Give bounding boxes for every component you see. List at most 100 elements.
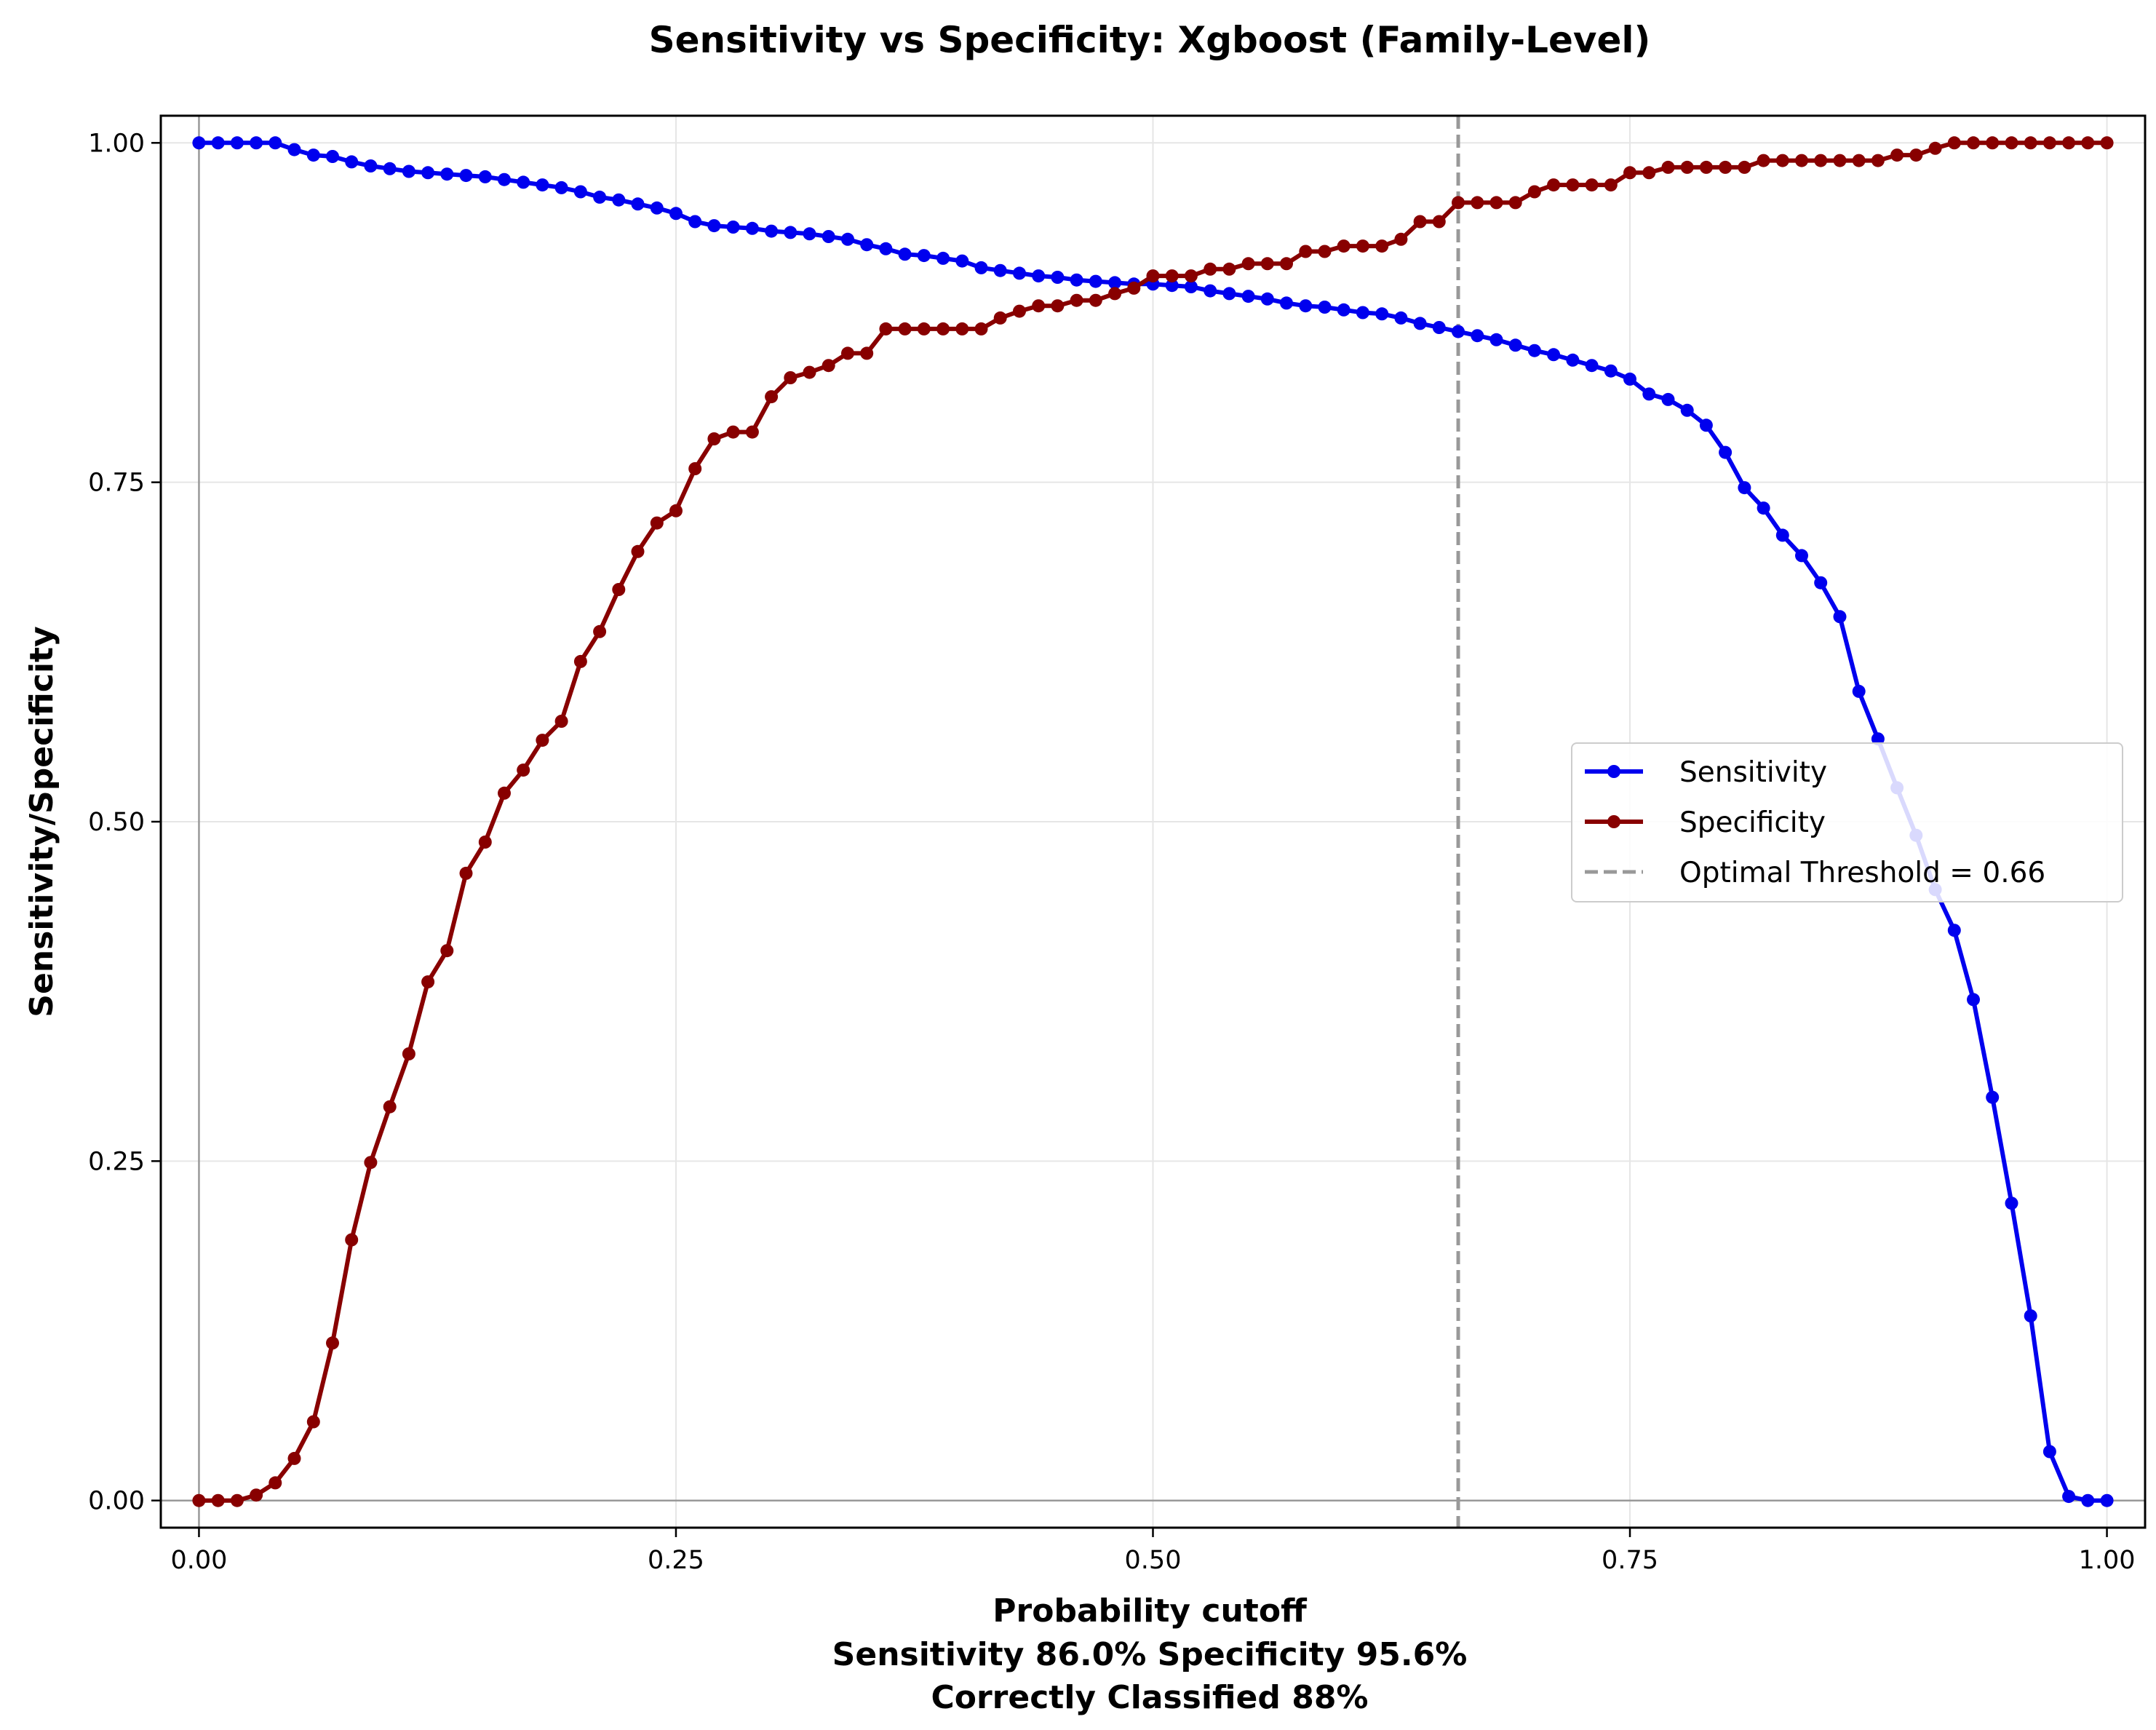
data-point-sensitivity: [803, 227, 816, 241]
x-tick-label: 0.25: [648, 1546, 704, 1575]
data-point-specificity: [1947, 136, 1961, 150]
data-point-specificity: [1890, 148, 1904, 162]
data-point-specificity: [688, 462, 702, 475]
data-point-specificity: [536, 734, 549, 747]
data-point-specificity: [1775, 154, 1789, 167]
data-point-sensitivity: [1566, 353, 1580, 367]
data-point-specificity: [478, 836, 492, 849]
data-point-specificity: [517, 763, 530, 777]
data-point-specificity: [822, 359, 835, 373]
data-point-sensitivity: [917, 249, 931, 263]
data-point-sensitivity: [554, 180, 568, 194]
data-point-specificity: [1127, 281, 1141, 295]
data-point-sensitivity: [765, 224, 779, 238]
data-point-specificity: [1032, 299, 1046, 313]
data-point-specificity: [612, 583, 626, 596]
data-point-specificity: [726, 425, 740, 439]
data-point-sensitivity: [2100, 1493, 2114, 1507]
y-tick-label: 0.00: [88, 1487, 145, 1516]
data-point-sensitivity: [1413, 317, 1427, 330]
data-point-specificity: [211, 1493, 225, 1507]
data-point-sensitivity: [478, 170, 492, 183]
data-point-sensitivity: [1013, 266, 1026, 280]
data-point-specificity: [1432, 215, 1446, 229]
data-point-sensitivity: [383, 162, 397, 175]
data-point-sensitivity: [498, 172, 511, 186]
data-point-sensitivity: [1471, 329, 1484, 343]
data-point-specificity: [1661, 160, 1675, 174]
data-point-sensitivity: [1947, 924, 1961, 937]
data-point-sensitivity: [1585, 359, 1599, 373]
data-point-specificity: [1280, 257, 1293, 271]
data-point-specificity: [765, 390, 779, 404]
data-point-sensitivity: [2005, 1197, 2018, 1210]
data-point-sensitivity: [726, 221, 740, 234]
data-point-sensitivity: [2062, 1490, 2076, 1504]
data-point-sensitivity: [993, 263, 1007, 277]
data-point-sensitivity: [822, 230, 835, 243]
data-point-specificity: [745, 425, 759, 439]
data-point-sensitivity: [440, 167, 454, 181]
data-point-specificity: [1299, 245, 1313, 258]
data-point-specificity: [974, 322, 988, 336]
y-tick-label: 0.75: [88, 469, 145, 498]
reference-lines: [161, 116, 2145, 1528]
data-point-sensitivity: [211, 136, 225, 150]
data-point-specificity: [1413, 215, 1427, 229]
data-point-specificity: [1757, 154, 1770, 167]
data-point-sensitivity: [1260, 292, 1274, 306]
data-point-sensitivity: [1051, 271, 1065, 284]
data-point-specificity: [1680, 160, 1694, 174]
data-point-specificity: [1222, 262, 1236, 276]
data-point-sensitivity: [612, 193, 626, 207]
data-point-sensitivity: [1432, 321, 1446, 334]
data-point-sensitivity: [268, 136, 282, 150]
data-point-specificity: [2100, 136, 2114, 150]
data-point-specificity: [345, 1233, 359, 1247]
data-point-specificity: [1814, 154, 1828, 167]
data-point-specificity: [1108, 287, 1122, 301]
legend-marker-specificity: [1607, 815, 1620, 828]
data-point-sensitivity: [192, 136, 206, 150]
data-point-specificity: [1337, 239, 1351, 253]
y-axis-ticks: 0.00 0.25 0.50 0.75 1.00: [88, 129, 161, 1516]
data-point-sensitivity: [1852, 684, 1866, 698]
x-tick-label: 0.00: [170, 1546, 227, 1575]
data-point-specificity: [1452, 196, 1465, 210]
data-point-specificity: [1165, 269, 1179, 283]
data-point-sensitivity: [936, 251, 950, 265]
data-point-specificity: [860, 346, 874, 360]
data-point-specificity: [1318, 245, 1332, 258]
data-point-sensitivity: [1833, 610, 1847, 624]
data-point-specificity: [1375, 239, 1389, 253]
data-point-sensitivity: [1719, 445, 1733, 459]
data-point-sensitivity: [1489, 333, 1503, 346]
x-tick-label: 0.75: [1602, 1546, 1658, 1575]
data-point-specificity: [421, 975, 435, 989]
data-point-sensitivity: [2081, 1493, 2095, 1507]
data-point-sensitivity: [1661, 392, 1675, 406]
data-point-sensitivity: [1547, 348, 1561, 362]
data-point-specificity: [1489, 196, 1503, 210]
data-point-specificity: [879, 322, 893, 336]
data-point-sensitivity: [1814, 576, 1828, 590]
data-point-specificity: [1585, 178, 1599, 192]
data-point-specificity: [459, 866, 473, 880]
data-point-specificity: [593, 624, 607, 638]
data-point-sensitivity: [364, 159, 378, 172]
data-point-sensitivity: [688, 215, 702, 229]
data-point-sensitivity: [1757, 501, 1770, 515]
data-point-specificity: [631, 544, 645, 558]
data-point-sensitivity: [306, 148, 320, 162]
data-point-specificity: [1623, 166, 1636, 180]
data-point-sensitivity: [1967, 993, 1980, 1007]
data-point-sensitivity: [573, 185, 587, 199]
data-point-specificity: [1547, 178, 1561, 192]
y-tick-label: 0.50: [88, 808, 145, 837]
data-point-specificity: [1967, 136, 1980, 150]
data-point-specificity: [1738, 160, 1751, 174]
data-series: [192, 136, 2114, 1507]
data-point-sensitivity: [1318, 301, 1332, 314]
data-point-sensitivity: [1222, 287, 1236, 301]
data-point-specificity: [1508, 196, 1522, 210]
